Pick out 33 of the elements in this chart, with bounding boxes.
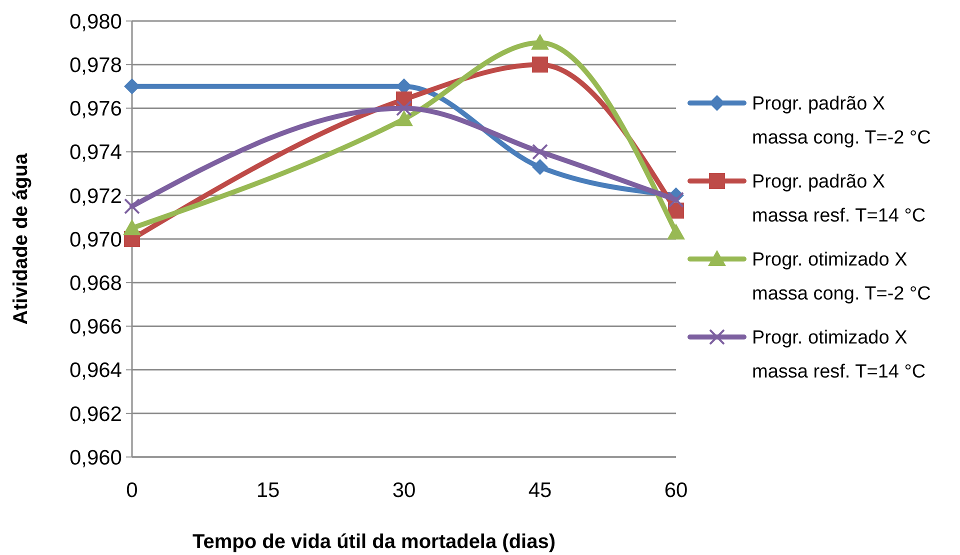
x-axis-title: Tempo de vida útil da mortadela (dias) — [192, 531, 556, 553]
x-tick-label: 60 — [664, 479, 688, 502]
y-tick-label: 0,960 — [69, 446, 122, 470]
x-tick-label: 30 — [392, 479, 416, 502]
y-tick-label: 0,974 — [69, 141, 122, 164]
point — [531, 34, 549, 50]
point — [123, 219, 141, 236]
y-tick-label: 0,978 — [69, 54, 122, 77]
y-tick-label: 0,972 — [69, 184, 122, 208]
point — [668, 192, 684, 208]
legend-label: Progr. otimizado X massa cong. T=-2 °C — [752, 250, 931, 305]
x-tick-label: 0 — [126, 479, 138, 502]
y-axis-title: Atividade de água — [10, 152, 32, 325]
y-tick-label: 0,976 — [69, 98, 122, 121]
y-tick-label: 0,968 — [69, 272, 122, 295]
x-tick-label: 15 — [256, 479, 280, 502]
legend-label: Progr. padrão X massa resf. T=14 °C — [752, 172, 926, 227]
x-tick-label: 45 — [528, 479, 552, 502]
point — [532, 144, 548, 160]
y-tick-label: 0,970 — [69, 228, 122, 252]
y-tick-label: 0,980 — [69, 10, 122, 34]
point — [395, 110, 413, 126]
y-tick-label: 0,964 — [69, 359, 122, 382]
legend-label: Progr. padrão X massa cong. T=-2 °C — [752, 94, 931, 149]
point — [532, 159, 548, 176]
point — [396, 100, 412, 116]
point — [667, 223, 685, 240]
point — [124, 198, 140, 214]
point — [124, 78, 140, 94]
y-tick-label: 0,962 — [69, 402, 122, 426]
point — [532, 56, 548, 73]
legend-label: Progr. otimizado X massa resf. T=14 °C — [752, 328, 926, 383]
y-tick-label: 0,966 — [69, 316, 122, 339]
